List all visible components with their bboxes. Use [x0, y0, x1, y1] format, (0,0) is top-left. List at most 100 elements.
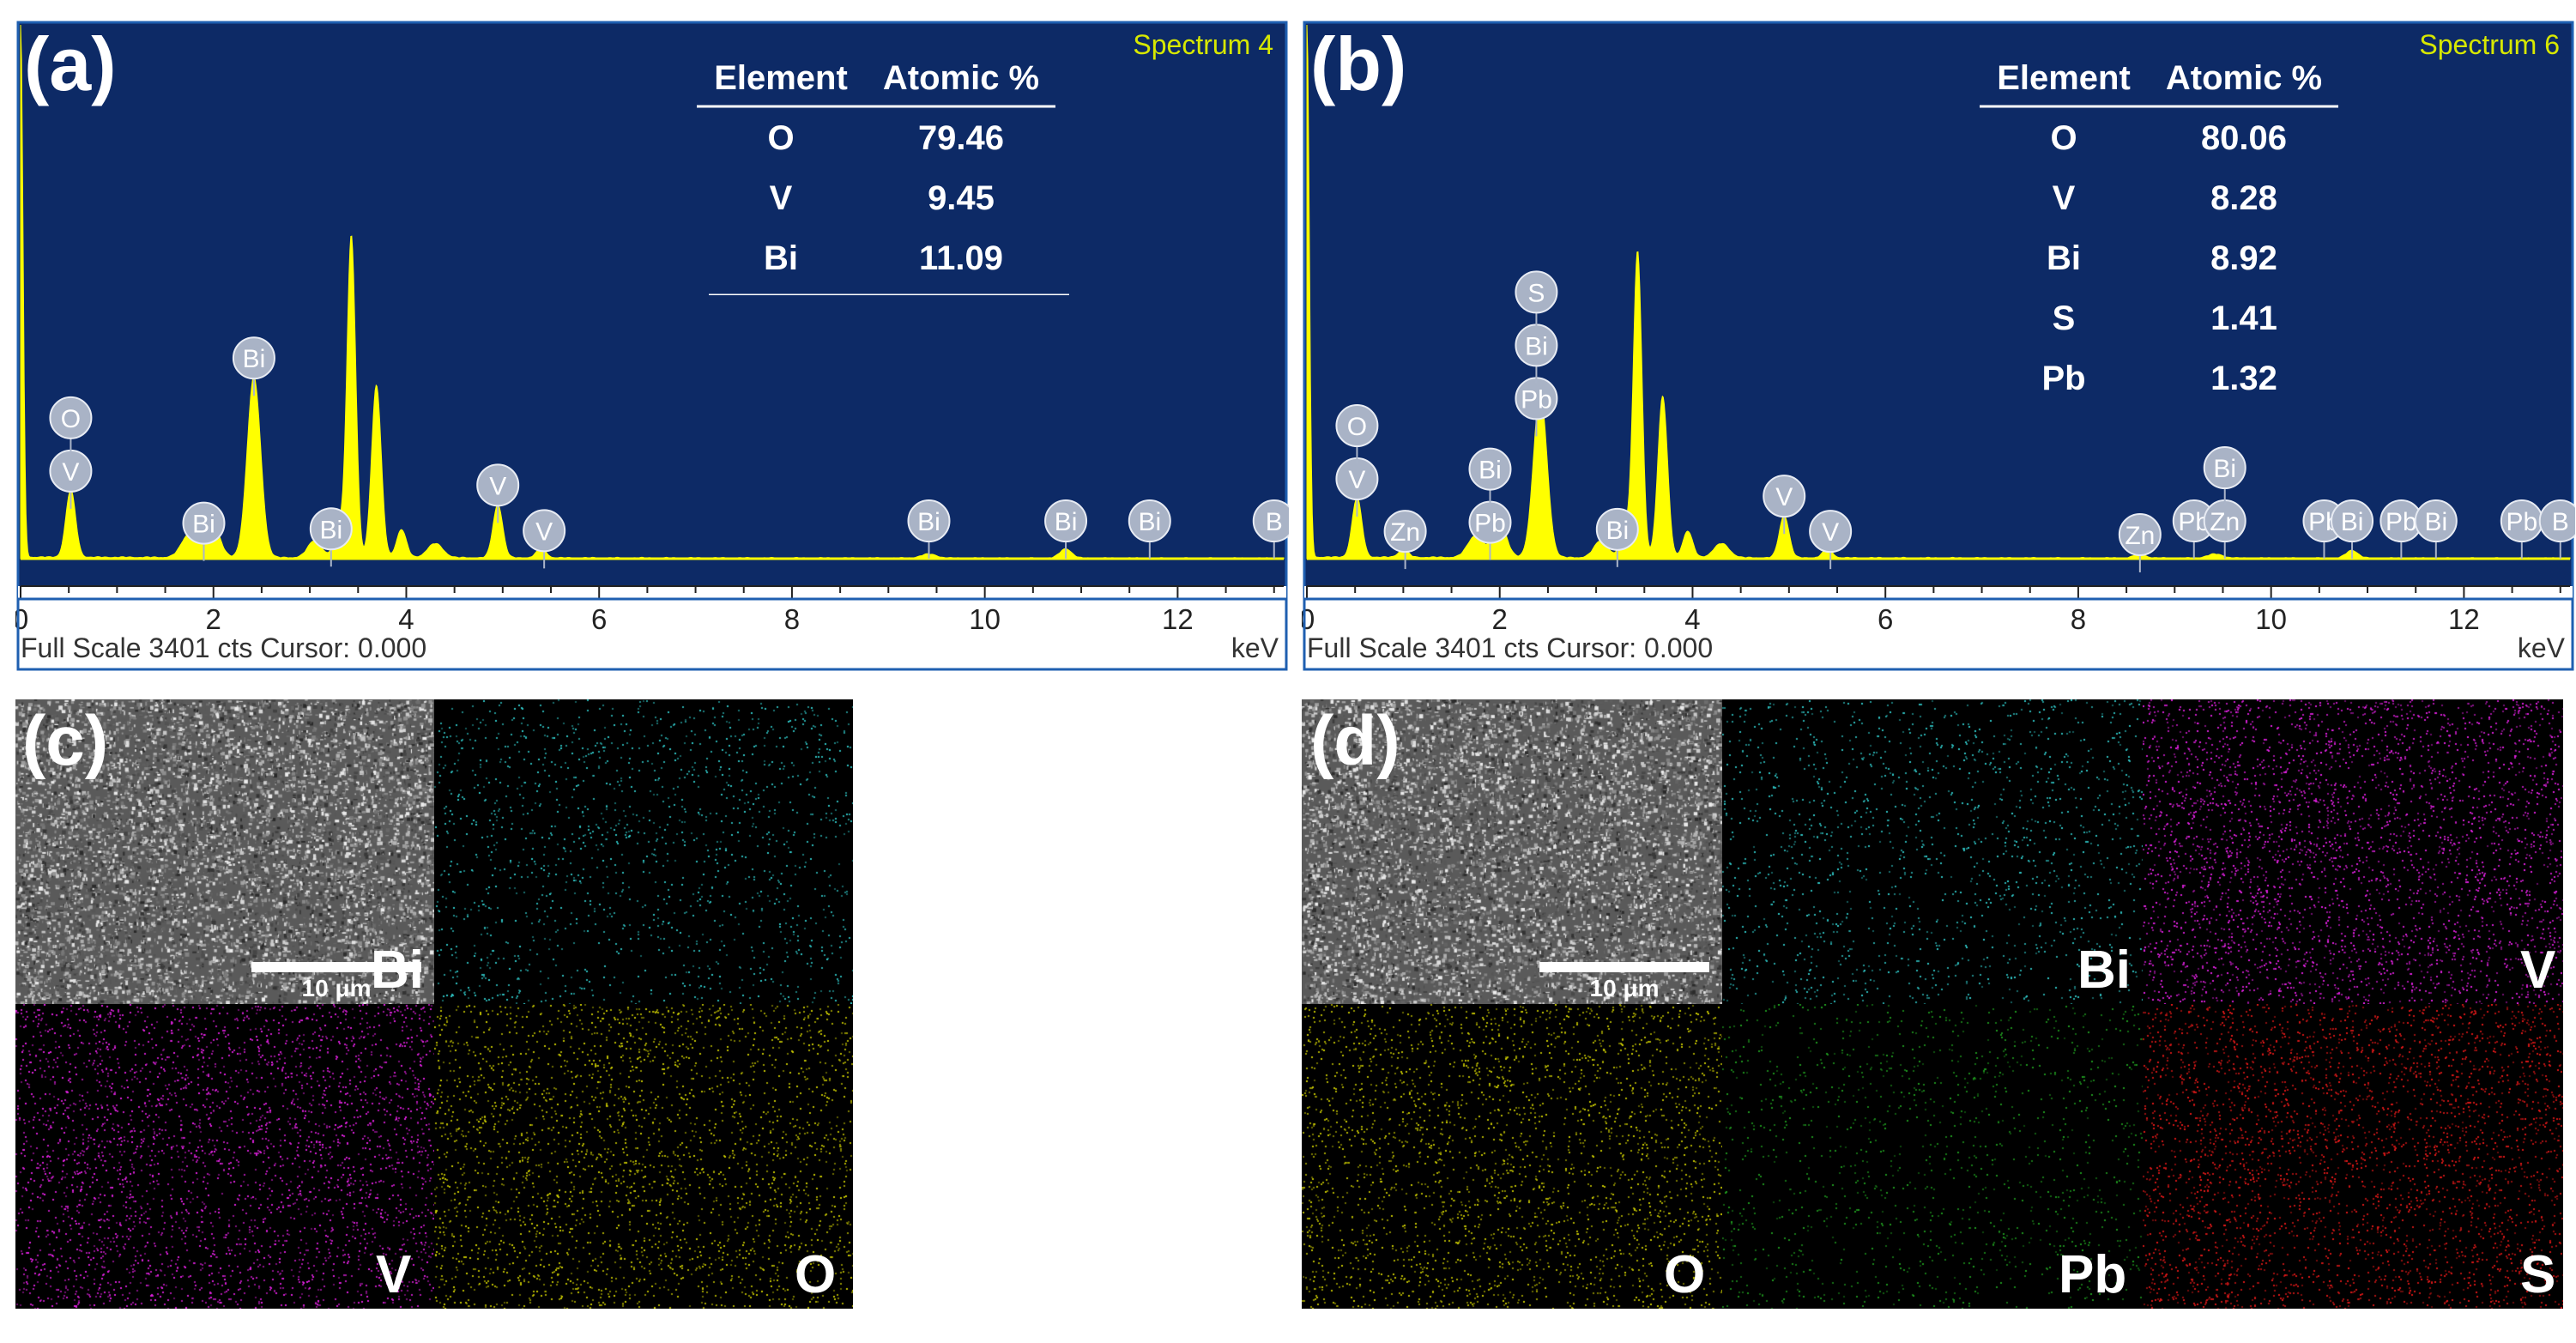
marker-label: B [1266, 508, 1283, 536]
spectrum-panel-a: V O Bi Bi Bi V V Bi Bi Bi B 0 2 4 6 8 10 12 Full Scale 340… [15, 20, 1289, 672]
x-tick-label: 12 [2448, 603, 2480, 635]
marker-label: O [1347, 413, 1367, 441]
x-tick-label: 10 [969, 603, 1001, 635]
spectrum-label: Spectrum 6 [2419, 29, 2560, 60]
element-table-b: Element Atomic % O 80.06 V 8.28 Bi 8.92 S 1.41 Pb 1… [1978, 45, 2355, 414]
marker-label: V [62, 458, 79, 487]
x-unit-label: keV [1231, 632, 1279, 663]
marker-label: Pb [1521, 385, 1552, 414]
map-o-d [1302, 1004, 1722, 1309]
table-cell: Bi [2047, 239, 2081, 277]
marker-bubble [2538, 499, 2575, 543]
scale-bar-c [251, 962, 421, 972]
marker-bubble [1468, 447, 1512, 491]
table-cell: 1.41 [2210, 299, 2277, 337]
map-label-pb-d: Pb [2059, 1245, 2127, 1304]
table-cell: 79.46 [918, 119, 1004, 157]
axis-strip [1304, 586, 2573, 599]
marker-bubble [476, 463, 520, 507]
sem-image-c [15, 699, 434, 1004]
marker-bubble [523, 509, 566, 553]
marker-label: S [1527, 279, 1545, 307]
marker-bubble [1515, 270, 1558, 314]
marker-label: V [489, 472, 506, 500]
marker-bubble [1763, 475, 1806, 518]
marker-label: Zn [2210, 508, 2240, 536]
marker-label: Bi [917, 508, 940, 536]
x-tick-label: 6 [591, 603, 607, 635]
x-tick-label: 8 [2071, 603, 2086, 635]
marker-label: Bi [2424, 508, 2447, 536]
marker-bubble [1128, 499, 1171, 543]
marker-label: V [1348, 466, 1365, 494]
footer-text: Full Scale 3401 cts Cursor: 0.000 [1307, 632, 1713, 663]
x-unit-label: keV [2518, 632, 2566, 663]
panel-label: (a) [24, 21, 117, 106]
map-label-v-c: V [376, 1245, 412, 1304]
table-header: Atomic % [2166, 59, 2322, 97]
marker-label: V [1775, 483, 1793, 511]
marker-label: Bi [2213, 455, 2236, 483]
x-tick-label: 10 [2255, 603, 2287, 635]
marker-label: Bi [319, 516, 342, 544]
axis-frame [1303, 597, 2574, 671]
map-label-o-d: O [1664, 1245, 1706, 1304]
spectrum-label: Spectrum 4 [1133, 29, 1273, 60]
marker-label: Bi [243, 345, 266, 373]
marker-label: O [61, 405, 81, 433]
element-table-a-svg: Element Atomic % O 79.46 V 9.45 Bi 11.09 [697, 59, 1069, 295]
marker-label: Pb [2506, 508, 2537, 536]
map-label-s-d: S [2520, 1245, 2556, 1304]
sem-image-d [1302, 699, 1722, 1004]
map-pb-d [1722, 1004, 2143, 1309]
marker-bubble [1809, 510, 1853, 554]
marker-bubble [1383, 510, 1427, 554]
marker-bubble [49, 396, 93, 439]
table-cell: Pb [2041, 360, 2085, 397]
table-header: Atomic % [883, 59, 1039, 97]
marker-label: Bi [2341, 508, 2364, 536]
marker-label: V [1822, 518, 1839, 547]
panel-label: (b) [1310, 21, 1406, 106]
map-bi-d [1722, 699, 2143, 1004]
marker-bubble [907, 499, 951, 543]
scale-bar-label-d: 10 μm [1589, 975, 1660, 1001]
table-cell: O [2050, 119, 2077, 157]
marker-bubble [309, 507, 353, 551]
marker-bubble [232, 336, 275, 380]
marker-label: Bi [1055, 508, 1078, 536]
table-cell: Bi [764, 239, 798, 277]
x-tick-label: 2 [1492, 603, 1508, 635]
marker-label: Bi [1138, 508, 1161, 536]
marker-label: V [535, 517, 553, 546]
panel-label-c: (c) [22, 702, 109, 780]
map-label-o-c: O [795, 1245, 837, 1304]
marker-bubble [1595, 507, 1639, 551]
element-table-a: Element Atomic % O 79.46 V 9.45 Bi 11.09 [695, 45, 1073, 295]
map-label-bi-d: Bi [2077, 941, 2131, 1000]
axis-strip [18, 586, 1286, 599]
footer-text: Full Scale 3401 cts Cursor: 0.000 [21, 632, 426, 663]
table-cell: V [2053, 179, 2076, 217]
marker-label: Zn [1390, 518, 1420, 547]
x-tick-label: 2 [206, 603, 221, 635]
table-cell: O [767, 119, 794, 157]
table-cell: S [2053, 299, 2076, 337]
marker-label: B [2552, 508, 2569, 536]
map-bi-c [434, 699, 853, 1004]
panel-label-d: (d) [1310, 702, 1400, 780]
x-tick-label: 6 [1878, 603, 1893, 635]
map-o-c [434, 1004, 853, 1309]
element-table-b-svg: Element Atomic % O 80.06 V 8.28 Bi 8.92 S 1.41 Pb 1… [1980, 59, 2338, 397]
elemental-maps-c: Bi V O 10 μm (c) [15, 699, 853, 1309]
table-cell: 11.09 [919, 239, 1003, 277]
table-header: Element [1997, 59, 2131, 97]
table-cell: 80.06 [2201, 119, 2287, 157]
map-v-d [2143, 699, 2563, 1004]
scale-bar-label-c: 10 μm [301, 975, 372, 1001]
spectrum-panel-b: V O Zn Pb Bi Pb Bi S Bi V V Zn Pb Zn Bi Pb Bi Pb Bi Pb B 0 2 4 6… [1302, 20, 2575, 672]
marker-bubble [2203, 446, 2246, 490]
map-s-d [2143, 1004, 2563, 1309]
